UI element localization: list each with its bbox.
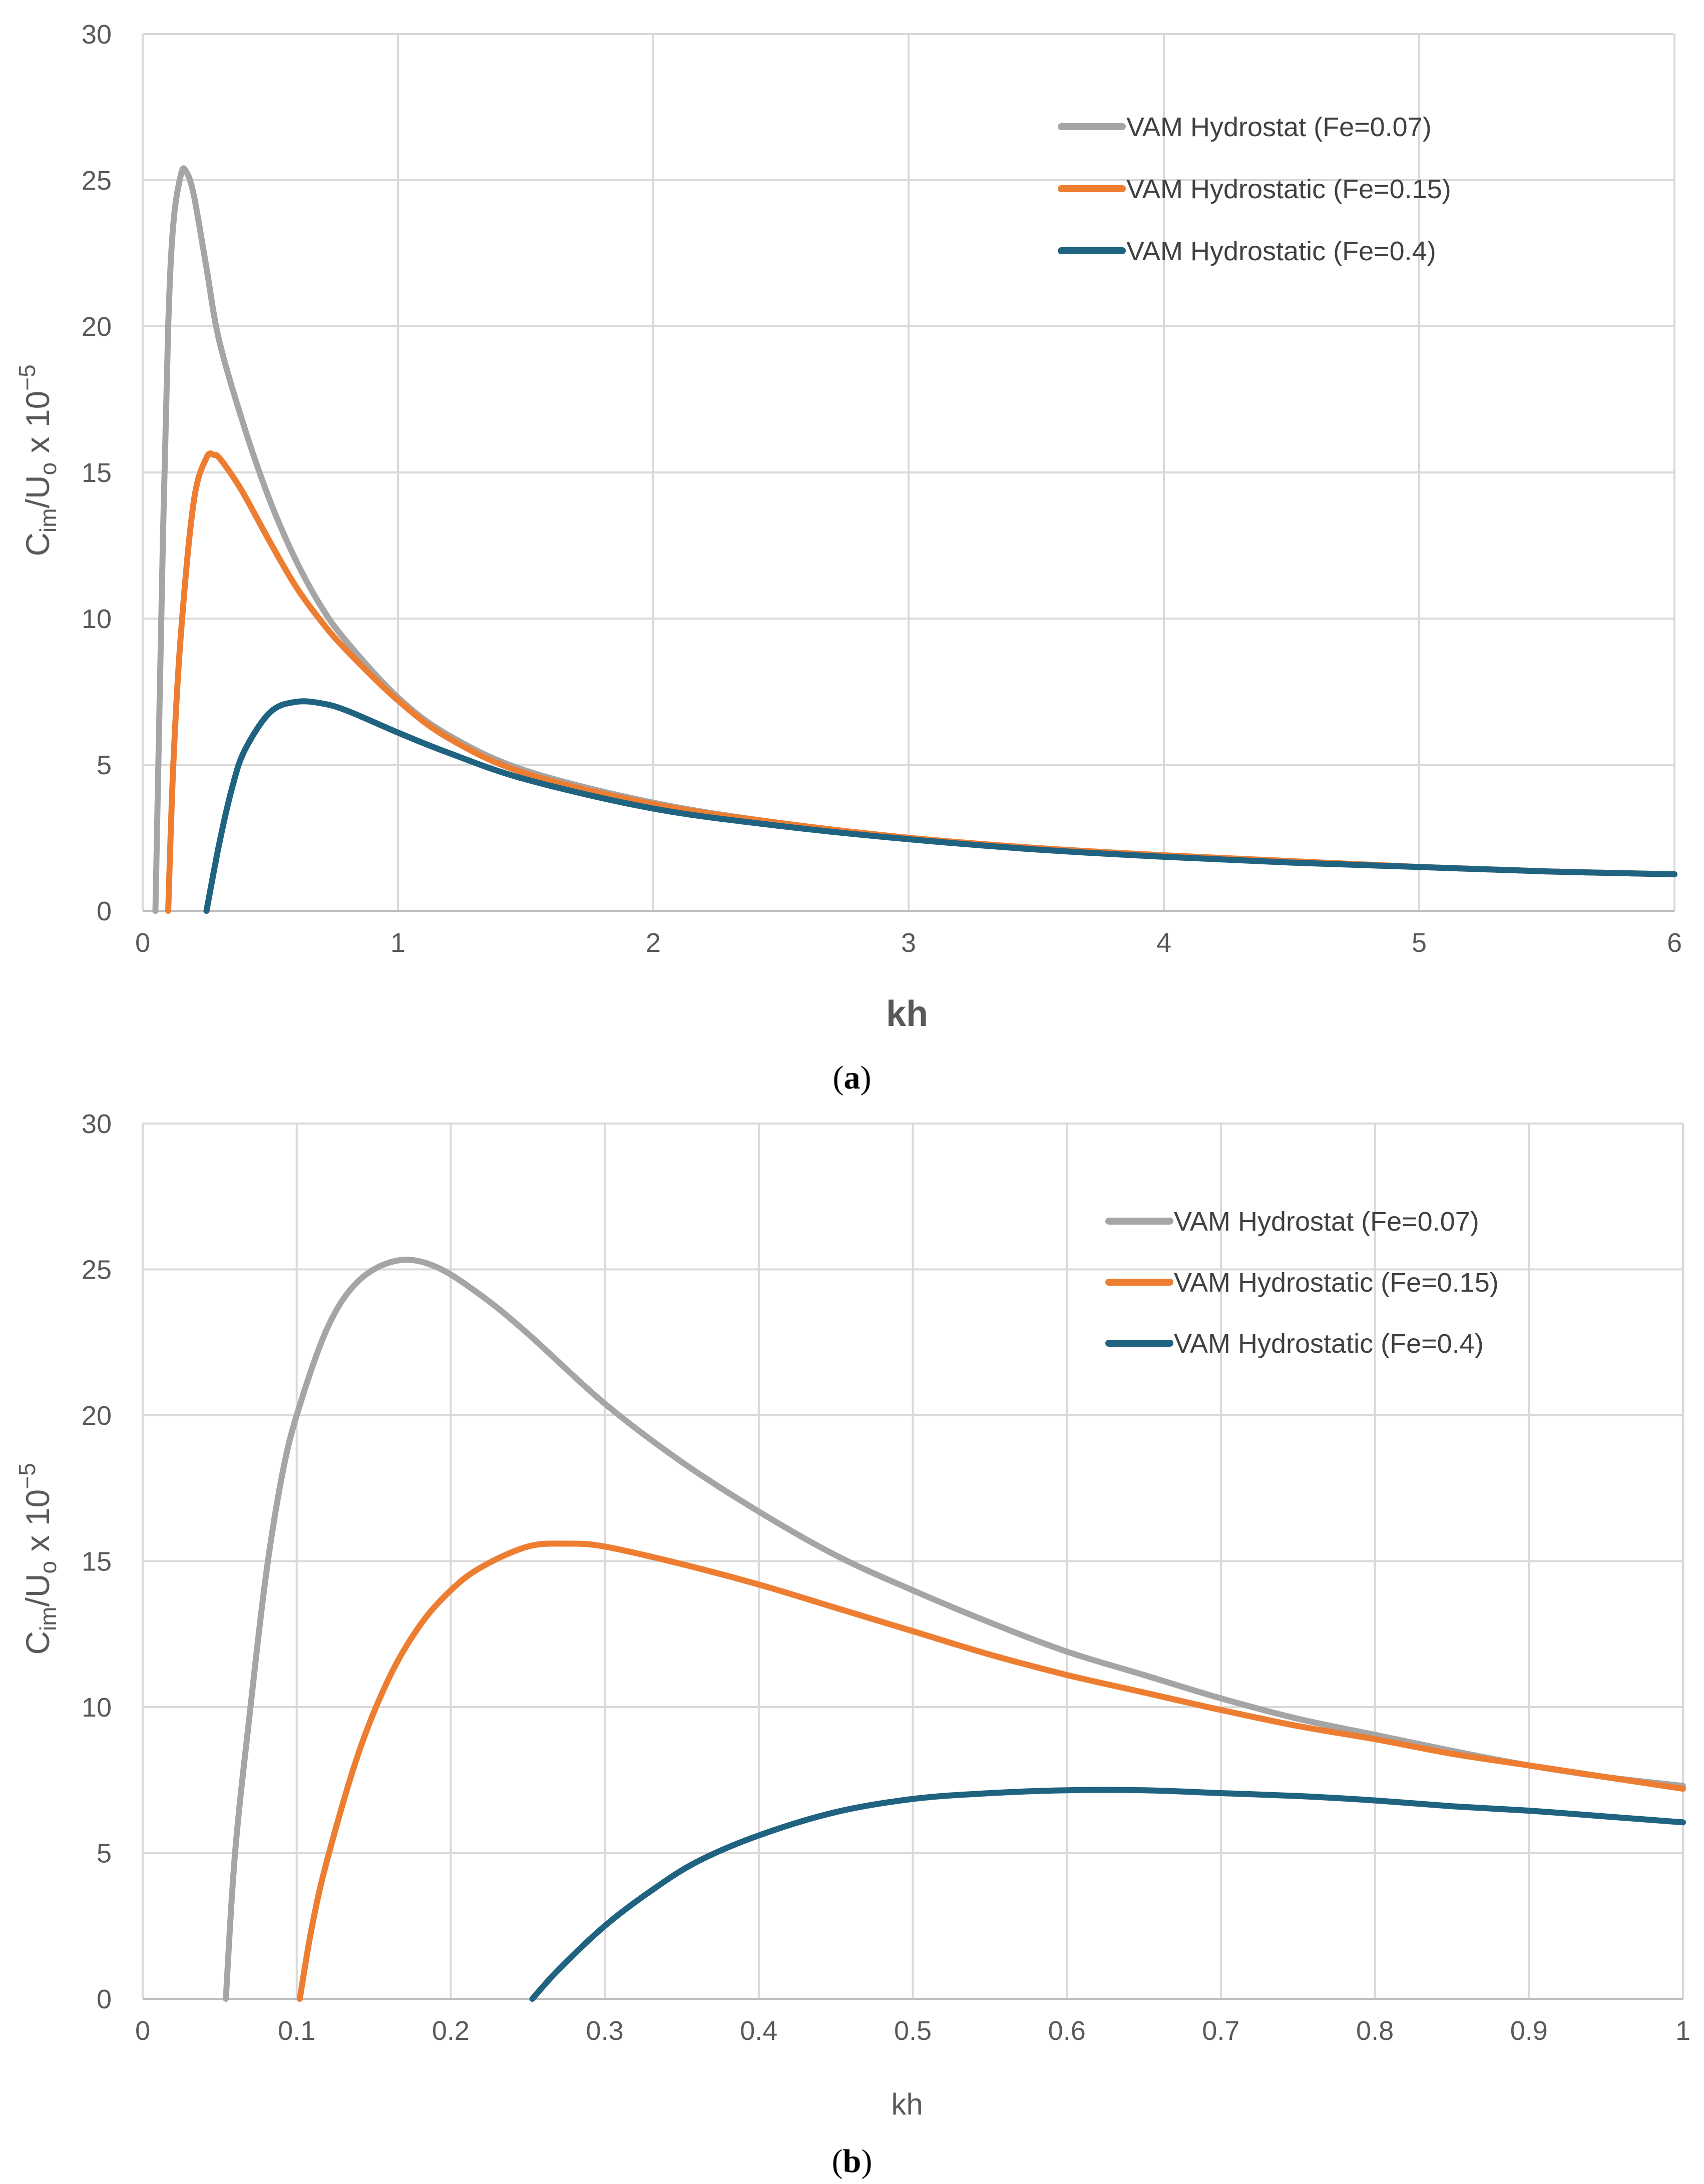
x-tick-label: 2 — [646, 928, 661, 958]
legend-a: VAM Hydrostat (Fe=0.07) VAM Hydrostatic (… — [1058, 112, 1451, 266]
x-tick-label: 0.9 — [1510, 2016, 1548, 2046]
y-tick-label: 10 — [82, 1693, 112, 1723]
panel-letter-a: a — [844, 1059, 861, 1096]
x-tick-label: 0 — [135, 928, 150, 958]
y-ticks-a: 0 5 10 15 20 25 30 — [82, 20, 112, 926]
y-tick-label: 0 — [97, 896, 112, 926]
x-tick-label: 1 — [1675, 2016, 1690, 2046]
y-tick-label: 10 — [82, 604, 112, 634]
series-b — [223, 1257, 1686, 2002]
y-tick-label: 30 — [82, 20, 112, 50]
x-tick-label: 0.2 — [432, 2016, 470, 2046]
series-a — [152, 165, 1677, 914]
y-tick-label: 25 — [82, 166, 112, 196]
y-axis-title-b: Cim/Uo x 10−5 — [14, 1463, 61, 1655]
x-axis-title-b: kh — [891, 2087, 923, 2121]
x-tick-label: 0.7 — [1202, 2016, 1239, 2046]
series-line-a-1 — [152, 165, 1677, 914]
x-tick-label: 0.8 — [1356, 2016, 1394, 2046]
y-tick-label: 0 — [97, 1984, 112, 2014]
panel-letter-b: b — [843, 2143, 862, 2179]
series-line-b-1 — [223, 1257, 1686, 2002]
chart-panel-a: 0 1 2 3 4 5 6 0 5 10 15 20 25 30 kh Cim/Uo x 10−5 VA… — [14, 20, 1682, 1096]
y-axis-title-a: Cim/Uo x 10−5 — [14, 364, 61, 556]
legend-b: VAM Hydrostat (Fe=0.07) VAM Hydrostatic (… — [1105, 1207, 1499, 1359]
legend-label: VAM Hydrostatic (Fe=0.4) — [1126, 236, 1436, 266]
legend-label: VAM Hydrostatic (Fe=0.15) — [1174, 1268, 1499, 1298]
x-tick-label: 1 — [390, 928, 405, 958]
panel-label-a: (a) — [833, 1059, 872, 1096]
y-tick-label: 15 — [82, 458, 112, 488]
x-tick-label: 0 — [135, 2016, 150, 2046]
y-tick-label: 15 — [82, 1547, 112, 1577]
chart-panel-b: 0 0.1 0.2 0.3 0.4 0.5 0.6 0.7 0.8 0.9 1 0 5 10 15 20 25… — [14, 1109, 1690, 2179]
y-tick-label: 25 — [82, 1255, 112, 1285]
x-tick-label: 0.4 — [740, 2016, 777, 2046]
legend-label: VAM Hydrostatic (Fe=0.4) — [1174, 1329, 1484, 1359]
x-tick-label: 4 — [1156, 928, 1171, 958]
series-line-a-3 — [203, 698, 1677, 914]
y-tick-label: 5 — [97, 750, 112, 780]
legend-label: VAM Hydrostatic (Fe=0.15) — [1126, 174, 1451, 204]
x-tick-label: 0.1 — [278, 2016, 315, 2046]
y-tick-label: 20 — [82, 312, 112, 342]
y-tick-label: 20 — [82, 1401, 112, 1431]
y-tick-label: 30 — [82, 1109, 112, 1139]
x-ticks-b: 0 0.1 0.2 0.3 0.4 0.5 0.6 0.7 0.8 0.9 1 — [135, 2016, 1690, 2046]
x-tick-label: 3 — [901, 928, 916, 958]
x-tick-label: 5 — [1412, 928, 1427, 958]
series-line-b-2 — [296, 1540, 1686, 2002]
legend-label: VAM Hydrostat (Fe=0.07) — [1174, 1207, 1479, 1237]
panel-label-b: (b) — [832, 2143, 873, 2179]
x-ticks-a: 0 1 2 3 4 5 6 — [135, 928, 1682, 958]
x-tick-label: 6 — [1667, 928, 1682, 958]
y-ticks-b: 0 5 10 15 20 25 30 — [82, 1109, 112, 2014]
y-tick-label: 5 — [97, 1839, 112, 1869]
x-tick-label: 0.5 — [894, 2016, 932, 2046]
series-line-b-3 — [529, 1787, 1686, 2002]
grid-a — [142, 33, 1675, 912]
x-tick-label: 0.3 — [586, 2016, 624, 2046]
x-tick-label: 0.6 — [1048, 2016, 1086, 2046]
x-axis-title-a: kh — [886, 994, 928, 1034]
legend-label: VAM Hydrostat (Fe=0.07) — [1126, 112, 1432, 142]
grid-b — [142, 1123, 1684, 2000]
